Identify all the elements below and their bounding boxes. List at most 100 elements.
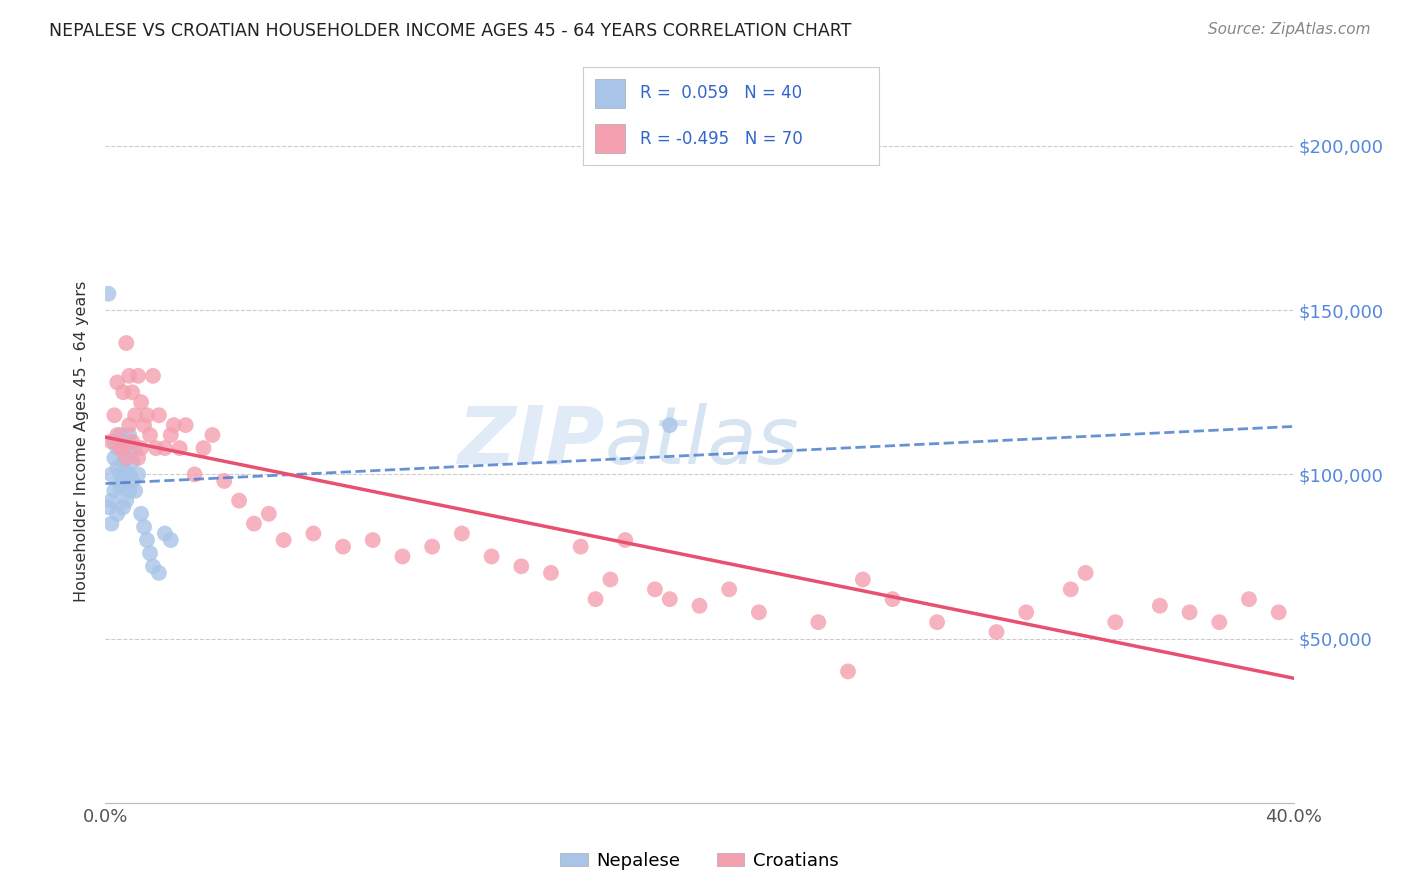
Point xyxy=(136,409,159,423)
Point xyxy=(115,467,138,482)
Point xyxy=(481,549,503,564)
FancyBboxPatch shape xyxy=(595,78,624,108)
Point xyxy=(112,454,135,468)
Point xyxy=(127,450,149,465)
Point xyxy=(139,546,162,560)
Point xyxy=(110,441,132,455)
Point xyxy=(1208,615,1230,630)
Point xyxy=(103,409,125,423)
Point xyxy=(142,559,165,574)
Point xyxy=(163,418,186,433)
Point xyxy=(540,566,562,580)
Point xyxy=(228,493,250,508)
Point xyxy=(103,450,125,465)
Point xyxy=(118,467,141,482)
Text: Source: ZipAtlas.com: Source: ZipAtlas.com xyxy=(1208,22,1371,37)
Point xyxy=(837,665,859,679)
Y-axis label: Householder Income Ages 45 - 64 years: Householder Income Ages 45 - 64 years xyxy=(75,281,90,602)
Point xyxy=(748,605,770,619)
Point xyxy=(129,507,152,521)
Point xyxy=(689,599,711,613)
Point xyxy=(115,450,138,465)
Point xyxy=(1149,599,1171,613)
Point xyxy=(129,395,152,409)
Point xyxy=(115,493,138,508)
Point xyxy=(644,582,666,597)
Point xyxy=(110,428,132,442)
Point xyxy=(361,533,384,547)
Point xyxy=(986,625,1008,640)
Point xyxy=(129,441,152,455)
Point xyxy=(132,418,155,433)
Point xyxy=(100,434,122,449)
Point xyxy=(1104,615,1126,630)
Point xyxy=(112,441,135,455)
Point xyxy=(927,615,949,630)
Point xyxy=(585,592,607,607)
Point xyxy=(127,368,149,383)
Point xyxy=(214,474,236,488)
Point xyxy=(718,582,741,597)
Point xyxy=(332,540,354,554)
Text: atlas: atlas xyxy=(605,402,799,481)
Point xyxy=(159,428,181,442)
Point xyxy=(614,533,637,547)
Point xyxy=(658,592,681,607)
Point xyxy=(112,500,135,515)
Point xyxy=(132,520,155,534)
Point xyxy=(1074,566,1097,580)
Point xyxy=(112,385,135,400)
Point xyxy=(112,441,135,455)
Point xyxy=(1015,605,1038,619)
Point xyxy=(118,368,141,383)
Point xyxy=(142,368,165,383)
Point xyxy=(127,467,149,482)
Point xyxy=(302,526,325,541)
Point xyxy=(807,615,830,630)
Point xyxy=(193,441,215,455)
Legend: Nepalese, Croatians: Nepalese, Croatians xyxy=(553,845,846,877)
Text: R = -0.495   N = 70: R = -0.495 N = 70 xyxy=(640,129,803,147)
Point xyxy=(139,428,162,442)
Point xyxy=(882,592,904,607)
Point xyxy=(121,474,143,488)
Point xyxy=(243,516,266,531)
Point xyxy=(569,540,592,554)
Point xyxy=(658,418,681,433)
Point xyxy=(510,559,533,574)
Point xyxy=(118,483,141,498)
Point xyxy=(118,428,141,442)
Point xyxy=(121,434,143,449)
Text: NEPALESE VS CROATIAN HOUSEHOLDER INCOME AGES 45 - 64 YEARS CORRELATION CHART: NEPALESE VS CROATIAN HOUSEHOLDER INCOME … xyxy=(49,22,852,40)
Point xyxy=(105,507,128,521)
Point xyxy=(103,483,125,498)
Point xyxy=(105,441,128,455)
Point xyxy=(1237,592,1260,607)
Point xyxy=(169,441,191,455)
Point xyxy=(124,409,146,423)
Point xyxy=(118,448,141,462)
Point xyxy=(115,450,138,465)
Point xyxy=(97,500,120,515)
Point xyxy=(110,481,132,495)
Point xyxy=(1060,582,1083,597)
Point xyxy=(183,467,205,482)
Point xyxy=(105,460,128,475)
Point xyxy=(391,549,413,564)
Point xyxy=(100,467,122,482)
Point xyxy=(420,540,443,554)
Point xyxy=(599,573,621,587)
Point xyxy=(145,441,167,455)
Point xyxy=(450,526,472,541)
Point xyxy=(159,533,181,547)
Text: R =  0.059   N = 40: R = 0.059 N = 40 xyxy=(640,85,801,103)
Point xyxy=(852,573,875,587)
Point xyxy=(97,286,120,301)
Point xyxy=(257,507,280,521)
Point xyxy=(273,533,295,547)
Point xyxy=(124,441,146,455)
Point xyxy=(153,441,176,455)
Point xyxy=(115,336,138,351)
FancyBboxPatch shape xyxy=(595,124,624,153)
Point xyxy=(105,376,128,390)
